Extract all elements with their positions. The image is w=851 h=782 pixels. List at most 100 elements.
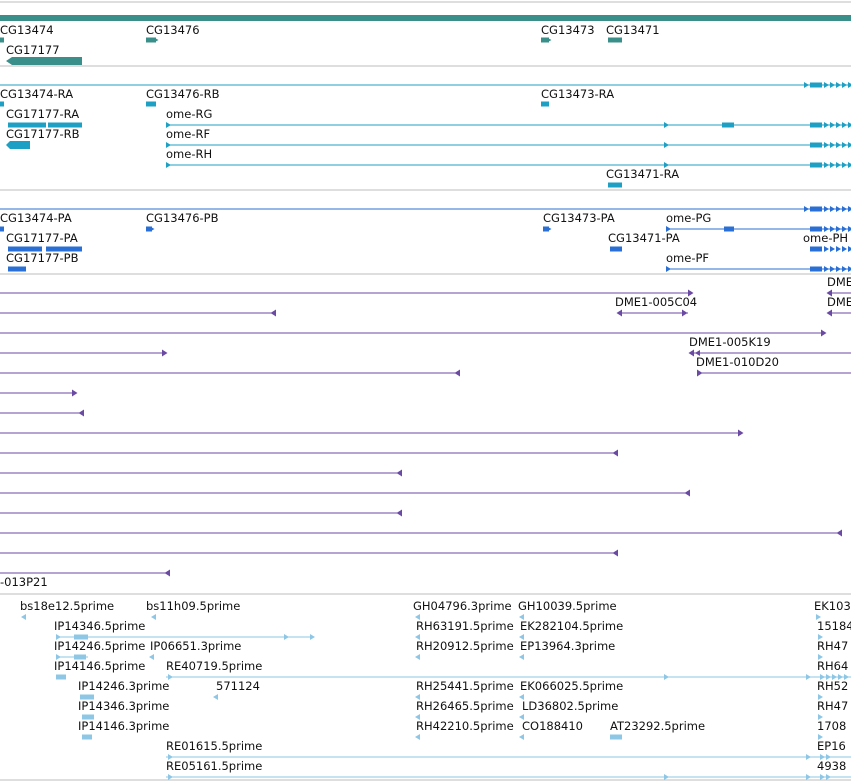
exon-block[interactable]	[8, 266, 26, 272]
feature-label[interactable]: RH47	[817, 699, 848, 713]
feature-label[interactable]: RH52	[817, 679, 848, 693]
feature-label[interactable]: CG13476-RB	[146, 87, 220, 101]
feature-label[interactable]: CG13473-RA	[541, 87, 614, 101]
exon-block[interactable]	[610, 246, 622, 252]
feature-label[interactable]: RH64	[817, 659, 848, 673]
feature-label[interactable]: CG13476-PB	[146, 211, 219, 225]
genes-track[interactable]: CG13474 CG17177 CG13476 CG13473 CG13471	[0, 15, 851, 65]
exon-block[interactable]	[722, 122, 734, 128]
feature-label[interactable]: RE05161.5prime	[166, 759, 262, 773]
feature-label[interactable]: 4938	[817, 759, 846, 773]
exon-block[interactable]	[0, 226, 4, 232]
feature-label[interactable]: ome-RF	[166, 127, 210, 141]
feature-label[interactable]: CG17177-RB	[6, 127, 80, 141]
feature-label[interactable]: CG17177-RA	[6, 107, 79, 121]
ome-gene-span[interactable]	[0, 15, 851, 21]
exon-block[interactable]	[810, 246, 822, 252]
feature-label[interactable]: RE01615.5prime	[166, 739, 262, 753]
exon-block[interactable]	[0, 101, 4, 107]
exon-block[interactable]	[608, 182, 622, 188]
exon-block[interactable]	[56, 674, 66, 680]
feature-label[interactable]: CG13471	[606, 23, 660, 37]
feature-label[interactable]: GH10039.5prime	[518, 599, 617, 613]
feature-label[interactable]: AT23292.5prime	[610, 719, 705, 733]
feature-label[interactable]: RH25441.5prime	[416, 679, 514, 693]
feature-label[interactable]: CG17177-PA	[6, 231, 78, 245]
exon-block[interactable]	[541, 101, 549, 107]
feature-label[interactable]: GH04796.3prime	[413, 599, 512, 613]
feature-label[interactable]: 571124	[216, 679, 260, 693]
exon-block[interactable]	[0, 37, 4, 43]
feature-label[interactable]: CG13474-RA	[0, 87, 73, 101]
feature-label[interactable]: IP14146.5prime	[54, 659, 145, 673]
feature-label[interactable]: DME1-005C04	[615, 295, 697, 309]
feature-label[interactable]: DME1-005K19	[689, 335, 771, 349]
exon-block[interactable]	[46, 246, 82, 252]
transcripts-track[interactable]: CG13474-RA CG17177-RA CG17177-RB CG13476-RB…	[0, 82, 851, 188]
exon-block[interactable]	[74, 654, 86, 660]
feature-label[interactable]: IP14346.3prime	[78, 699, 169, 713]
feature-label[interactable]: bs18e12.5prime	[20, 599, 114, 613]
exon-block[interactable]	[543, 226, 549, 232]
exon-block[interactable]	[810, 142, 822, 148]
feature-label[interactable]: CG13474-PA	[0, 211, 72, 225]
feature-label[interactable]: CG17177	[6, 43, 60, 57]
feature-label[interactable]: ome-PF	[666, 251, 709, 265]
exon-block[interactable]	[48, 122, 82, 128]
feature-label[interactable]: CG13471-RA	[606, 167, 679, 181]
feature-label[interactable]: EK066025.5prime	[520, 679, 623, 693]
exon-block[interactable]	[82, 714, 94, 720]
exon-block[interactable]	[810, 206, 822, 212]
feature-label[interactable]: EP13964.3prime	[520, 639, 615, 653]
feature-label[interactable]: IP14246.3prime	[78, 679, 169, 693]
exon-block[interactable]	[80, 694, 94, 700]
exon-block[interactable]	[8, 122, 46, 128]
feature-label[interactable]: RH63191.5prime	[416, 619, 514, 633]
exon-block[interactable]	[610, 734, 622, 740]
exon-block[interactable]	[810, 266, 822, 272]
feature-label[interactable]: EK103	[814, 599, 851, 613]
exon-block[interactable]	[810, 162, 822, 168]
feature-label[interactable]: RH20912.5prime	[416, 639, 514, 653]
feature-label[interactable]: 15184	[817, 619, 851, 633]
exon-block[interactable]	[608, 37, 622, 43]
exon-block[interactable]	[146, 37, 156, 43]
exon-block[interactable]	[82, 734, 92, 740]
feature-label[interactable]: CG13473	[541, 23, 595, 37]
feature-label[interactable]: DME	[827, 295, 851, 309]
feature-label[interactable]: IP14246.5prime	[54, 639, 145, 653]
proteins-track[interactable]: CG13474-PA CG17177-PA CG17177-PB CG13476-PB…	[0, 206, 851, 272]
feature-label[interactable]: ome-RH	[166, 147, 212, 161]
feature-label[interactable]: RE40719.5prime	[166, 659, 262, 673]
feature-label[interactable]: -013P21	[0, 575, 48, 589]
exon-block[interactable]	[74, 634, 88, 640]
feature-label[interactable]: 1708	[817, 719, 846, 733]
feature-label[interactable]: CO188410	[522, 719, 583, 733]
feature-label[interactable]: ome-PG	[666, 211, 711, 225]
feature-label[interactable]: EK282104.5prime	[520, 619, 623, 633]
exon-block[interactable]	[724, 226, 734, 232]
exon-block[interactable]	[146, 101, 156, 107]
feature-label[interactable]: CG13476	[146, 23, 200, 37]
feature-label[interactable]: DME1-010D20	[696, 355, 779, 369]
feature-label[interactable]: CG13471-PA	[608, 231, 680, 245]
feature-label[interactable]: CG17177-PB	[6, 251, 79, 265]
clones-track[interactable]: DME1-005C04 DME1-005K19 DME1-010D20 DME DME -…	[0, 275, 851, 589]
feature-label[interactable]: IP14346.5prime	[54, 619, 145, 633]
feature-label[interactable]: CG13473-PA	[543, 211, 615, 225]
ests-track[interactable]: bs18e12.5prime bs11h09.5prime GH04796.3pri…	[20, 599, 851, 780]
exon-block[interactable]	[541, 37, 549, 43]
exon-block[interactable]	[810, 122, 822, 128]
feature-label[interactable]: ome-PH	[803, 231, 848, 245]
exon-block[interactable]	[8, 246, 42, 252]
feature-label[interactable]: IP14146.3prime	[78, 719, 169, 733]
feature-label[interactable]: EP16	[817, 739, 846, 753]
feature-label[interactable]: ome-RG	[166, 107, 212, 121]
feature-label[interactable]: CG13474	[0, 23, 54, 37]
cg17177-gene-block[interactable]	[6, 57, 82, 65]
feature-label[interactable]: bs11h09.5prime	[146, 599, 240, 613]
exon-block[interactable]	[6, 141, 30, 149]
feature-label[interactable]: LD36802.5prime	[522, 699, 618, 713]
exon-block[interactable]	[810, 226, 822, 232]
